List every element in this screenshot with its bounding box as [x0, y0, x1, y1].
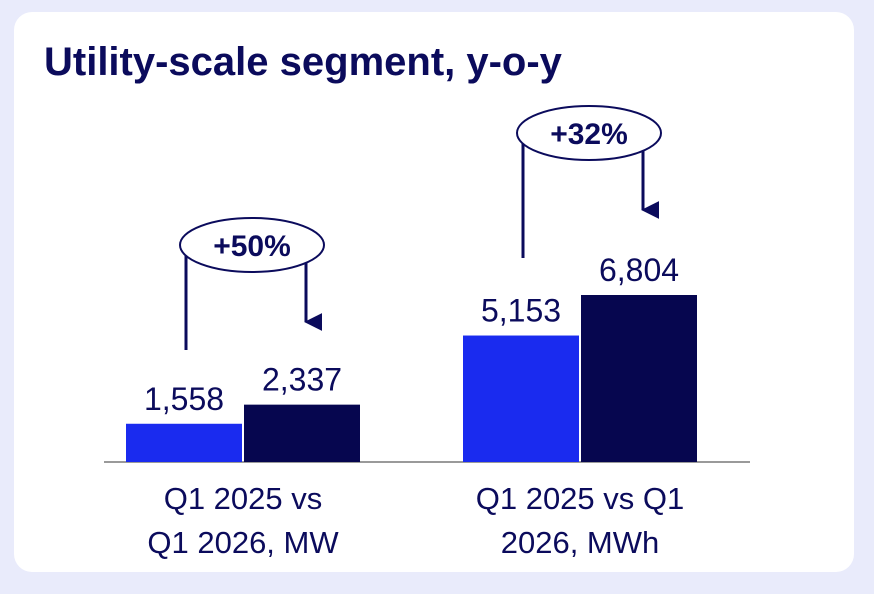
bar-value-label: 6,804 — [599, 252, 679, 288]
change-ellipse — [516, 105, 662, 161]
change-ellipse — [179, 217, 325, 273]
bar-value-label: 2,337 — [262, 362, 342, 398]
change-label: +32% — [550, 118, 628, 151]
category-label: Q1 2025 vs — [164, 481, 323, 516]
bar-value-label: 5,153 — [481, 293, 561, 329]
bar — [126, 423, 242, 462]
category-label: 2026, MWh — [501, 525, 660, 560]
bar — [463, 335, 579, 462]
chart-card — [14, 12, 854, 572]
bar-value-label: 1,558 — [144, 381, 224, 417]
change-label: +50% — [213, 230, 291, 263]
bar — [581, 295, 697, 462]
bar — [244, 404, 360, 462]
chart-title: Utility-scale segment, y-o-y — [44, 40, 562, 84]
category-label: Q1 2026, MW — [147, 525, 339, 560]
category-label: Q1 2025 vs Q1 — [476, 481, 685, 516]
